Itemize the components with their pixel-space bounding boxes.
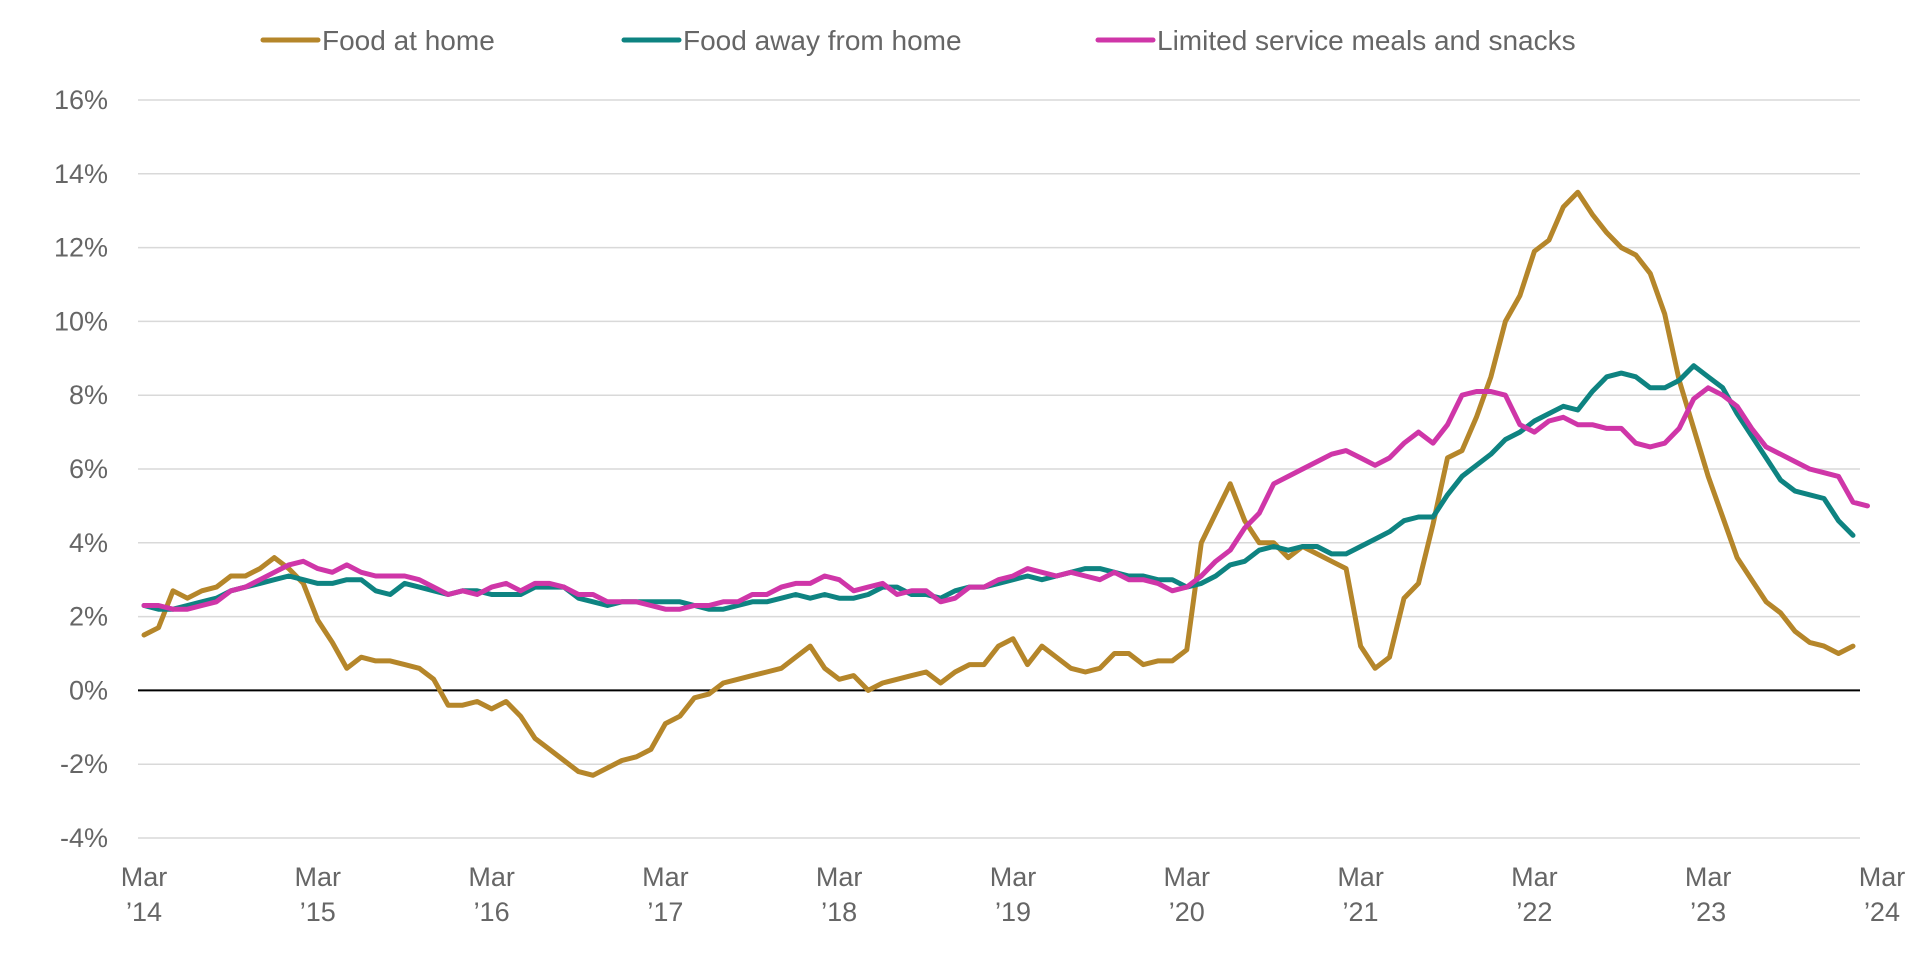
legend-item-food-at-home: Food at home (260, 25, 495, 56)
x-tick-label-month: Mar (1859, 862, 1906, 892)
y-tick-label: -2% (60, 749, 108, 779)
x-tick-label-year: ’22 (1516, 897, 1552, 927)
y-tick-label: 16% (54, 85, 108, 115)
x-tick-label-month: Mar (468, 862, 515, 892)
x-tick-label-month: Mar (990, 862, 1037, 892)
legend-item-limited-service-meals-and-snacks: Limited service meals and snacks (1095, 25, 1576, 56)
x-tick-label-year: ’16 (474, 897, 510, 927)
legend-item-food-away-from-home: Food away from home (621, 25, 962, 56)
y-tick-label: 6% (69, 454, 108, 484)
series-group (141, 189, 1870, 778)
x-tick-label-year: ’20 (1169, 897, 1205, 927)
x-tick-label-month: Mar (1511, 862, 1558, 892)
x-tick-label-month: Mar (642, 862, 689, 892)
y-axis: 16% 14% 12% 10% 8% 6% 4% 2% 0% -2% -4% (54, 85, 108, 853)
x-tick-label-month: Mar (1337, 862, 1384, 892)
y-tick-label: 14% (54, 159, 108, 189)
x-tick-label-month: Mar (1164, 862, 1211, 892)
legend-label: Limited service meals and snacks (1157, 25, 1576, 56)
grid-lines (138, 99, 1860, 839)
x-tick-label-month: Mar (1685, 862, 1732, 892)
x-tick-label-year: ’18 (821, 897, 857, 927)
legend-label: Food away from home (683, 25, 962, 56)
y-tick-label: 12% (54, 233, 108, 263)
y-tick-label: 4% (69, 528, 108, 558)
x-tick-label-month: Mar (295, 862, 342, 892)
x-tick-label-year: ’15 (300, 897, 336, 927)
x-tick-label-month: Mar (816, 862, 863, 892)
y-tick-label: -4% (60, 823, 108, 853)
series-line-limited-service-meals-and-snacks (141, 385, 1870, 612)
x-tick-label-year: ’23 (1690, 897, 1726, 927)
legend: Food at home Food away from home Limited s… (260, 25, 1576, 56)
x-tick-label-month: Mar (121, 862, 168, 892)
series-line-food-at-home (141, 189, 1856, 778)
x-tick-label-year: ’17 (647, 897, 683, 927)
x-axis: Mar ’14 Mar ’15 Mar ’16 Mar ’17 Mar ’18 Mar ’19 Mar ’… (121, 862, 1905, 927)
x-tick-label-year: ’19 (995, 897, 1031, 927)
y-tick-label: 8% (69, 380, 108, 410)
x-tick-label-year: ’24 (1864, 897, 1900, 927)
series-line-food-away-from-home (141, 363, 1856, 612)
legend-label: Food at home (322, 25, 495, 56)
y-tick-label: 10% (54, 306, 108, 336)
y-tick-label: 2% (69, 602, 108, 632)
x-tick-label-year: ’14 (126, 897, 162, 927)
y-tick-label: 0% (69, 675, 108, 705)
x-tick-label-year: ’21 (1343, 897, 1379, 927)
